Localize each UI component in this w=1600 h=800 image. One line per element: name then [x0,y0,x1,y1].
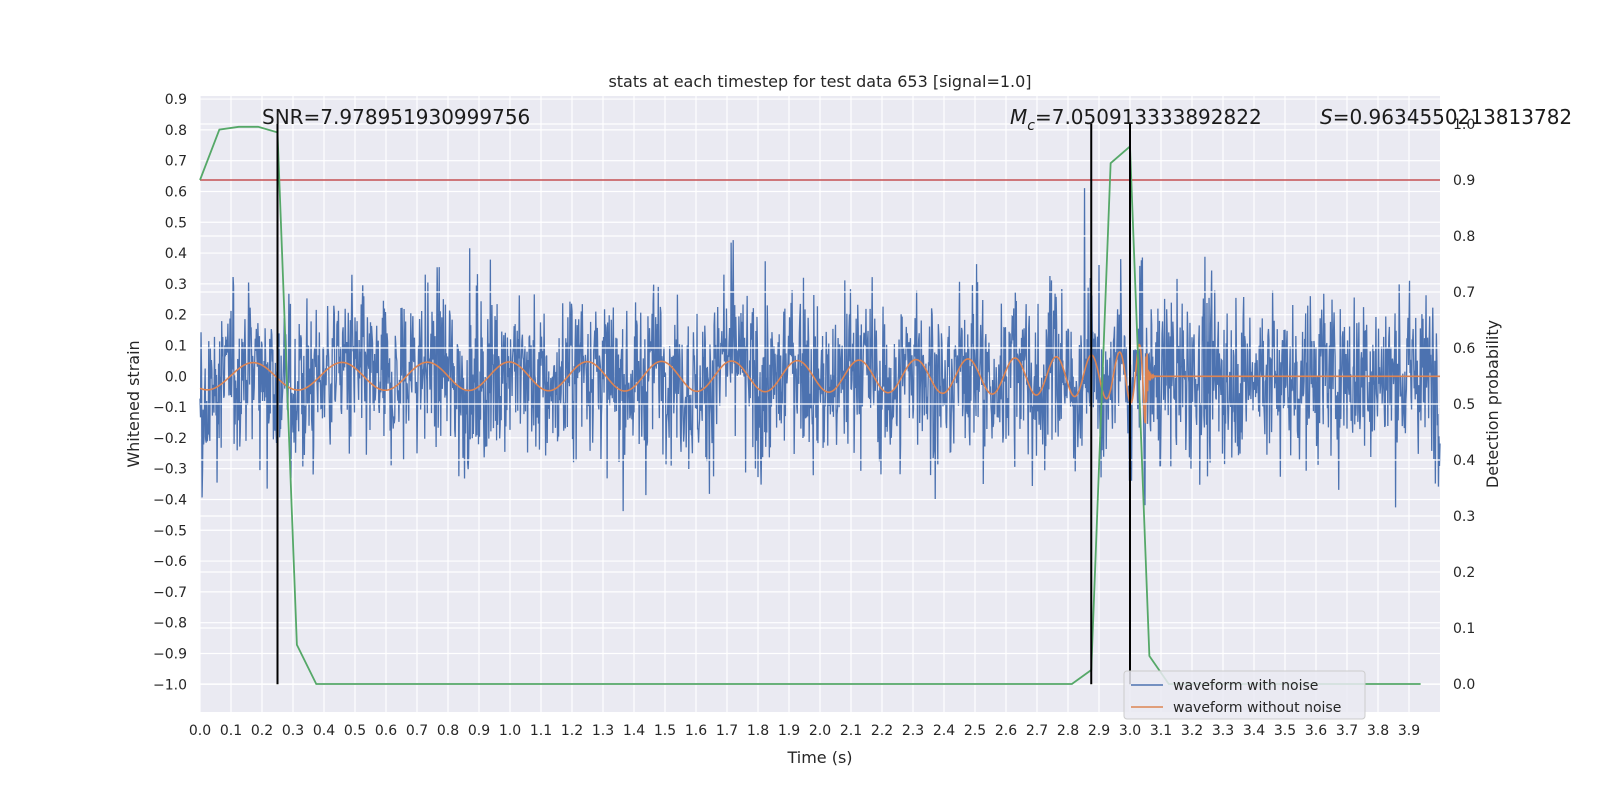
y-tick-label-left: −0.8 [153,616,187,632]
y-axis-label-left: Whitened strain [124,340,143,467]
chirp-mass-value: =7.050913333892822 [1035,105,1262,129]
x-tick-label: 0.4 [313,723,335,739]
y-axis-label-right: Detection probability [1483,320,1502,488]
x-tick-label: 2.2 [871,723,893,739]
legend-label-noisy: waveform with noise [1173,678,1318,694]
legend-box [1123,670,1366,720]
y-tick-label-left: −0.6 [153,554,187,570]
y-tick-label-left: 0.4 [165,246,187,262]
y-tick-label-left: −0.9 [153,646,187,662]
x-tick-label: 2.5 [964,723,986,739]
y-tick-label-right: 0.5 [1453,397,1475,413]
y-tick-label-right: 0.6 [1453,341,1475,357]
y-tick-label-left: −0.2 [153,431,187,447]
x-tick-label: 3.3 [1212,723,1234,739]
x-tick-label: 3.0 [1119,723,1141,739]
x-tick-label: 0.9 [468,723,490,739]
y-tick-label-right: 0.4 [1453,453,1475,469]
x-tick-label: 0.5 [344,723,366,739]
x-tick-label: 1.3 [592,723,614,739]
y-tick-label-left: 0.8 [165,123,187,139]
y-tick-label-left: 0.3 [165,277,187,293]
y-tick-label-right: 0.1 [1453,621,1475,637]
x-tick-label: 3.2 [1181,723,1203,739]
x-tick-label: 2.7 [1026,723,1048,739]
chirp-mass-subscript: c [1027,118,1035,134]
y-tick-label-left: 0.1 [165,338,187,354]
spin-value: =0.9634550213813782 [1333,105,1572,129]
y-axis-left: 0.9 0.8 0.7 0.6 0.5 0.4 0.3 0.2 0.1 0.0 −0.1 −0.2 −0… [153,92,187,693]
y-tick-label-left: −1.0 [153,677,187,693]
x-axis: 0.0 0.1 0.2 0.3 0.4 0.5 0.6 0.7 0.8 0.9 1.0 1.1 1.2 1… [189,723,1420,739]
x-tick-label: 2.8 [1057,723,1079,739]
y-tick-label-left: −0.7 [153,585,187,601]
series-line-noisy [199,188,1441,512]
y-tick-label-right: 0.8 [1453,229,1475,245]
y-tick-label-left: 0.2 [165,308,187,324]
x-tick-label: 2.4 [933,723,955,739]
x-tick-label: 0.7 [406,723,428,739]
snr-annotation: SNR=7.978951930999756 [262,105,530,129]
legend: waveform with noise waveform without noi… [1123,670,1366,720]
y-tick-label-right: 0.2 [1453,565,1475,581]
x-tick-label: 0.8 [437,723,459,739]
x-tick-label: 2.9 [1088,723,1110,739]
x-tick-label: 3.1 [1150,723,1172,739]
x-tick-label: 0.3 [282,723,304,739]
x-tick-label: 3.5 [1274,723,1296,739]
chirp-mass-symbol: M [1010,105,1027,129]
spin-annotation: S=0.9634550213813782 [1320,105,1572,129]
x-tick-label: 0.0 [189,723,211,739]
y-tick-label-right: 0.3 [1453,509,1475,525]
y-tick-label-left: 0.7 [165,154,187,170]
x-tick-label: 1.7 [716,723,738,739]
series-line-clean [199,343,1440,424]
y-tick-label-left: 0.0 [165,369,187,385]
x-tick-label: 1.1 [530,723,552,739]
chart-title: stats at each timestep for test data 653… [608,72,1031,91]
x-tick-label: 0.6 [375,723,397,739]
x-tick-label: 1.2 [561,723,583,739]
x-tick-label: 3.8 [1367,723,1389,739]
x-tick-label: 2.3 [902,723,924,739]
x-tick-label: 0.1 [220,723,242,739]
x-tick-label: 3.4 [1243,723,1265,739]
x-tick-label: 1.8 [747,723,769,739]
y-tick-label-right: 0.9 [1453,173,1475,189]
y-tick-label-left: −0.1 [153,400,187,416]
y-tick-label-right: 1.0 [1453,117,1475,133]
y-tick-label-left: −0.5 [153,523,187,539]
y-tick-label-right: 0.7 [1453,285,1475,301]
y-tick-label-left: 0.5 [165,215,187,231]
y-tick-label-left: 0.6 [165,184,187,200]
y-tick-label-left: −0.3 [153,462,187,478]
x-tick-label: 2.6 [995,723,1017,739]
x-tick-label: 1.5 [654,723,676,739]
chirp-mass-annotation: Mc=7.050913333892822 [1010,105,1262,134]
legend-label-clean: waveform without noise [1173,700,1341,716]
x-tick-label: 1.0 [499,723,521,739]
y-tick-label-right: 0.0 [1453,677,1475,693]
y-axis-right: 1.0 0.9 0.8 0.7 0.6 0.5 0.4 0.3 0.2 0.1 0.0 [1453,117,1475,693]
x-tick-label: 1.6 [685,723,707,739]
x-tick-label: 1.4 [623,723,645,739]
x-tick-label: 2.0 [809,723,831,739]
x-tick-label: 1.9 [778,723,800,739]
x-tick-label: 3.6 [1305,723,1327,739]
x-tick-label: 3.9 [1398,723,1420,739]
x-tick-label: 3.7 [1336,723,1358,739]
spin-symbol: S [1320,105,1333,129]
x-tick-label: 2.1 [840,723,862,739]
y-tick-label-left: 0.9 [165,92,187,108]
x-tick-label: 0.2 [251,723,273,739]
y-tick-label-left: −0.4 [153,492,187,508]
x-axis-label: Time (s) [786,748,852,767]
